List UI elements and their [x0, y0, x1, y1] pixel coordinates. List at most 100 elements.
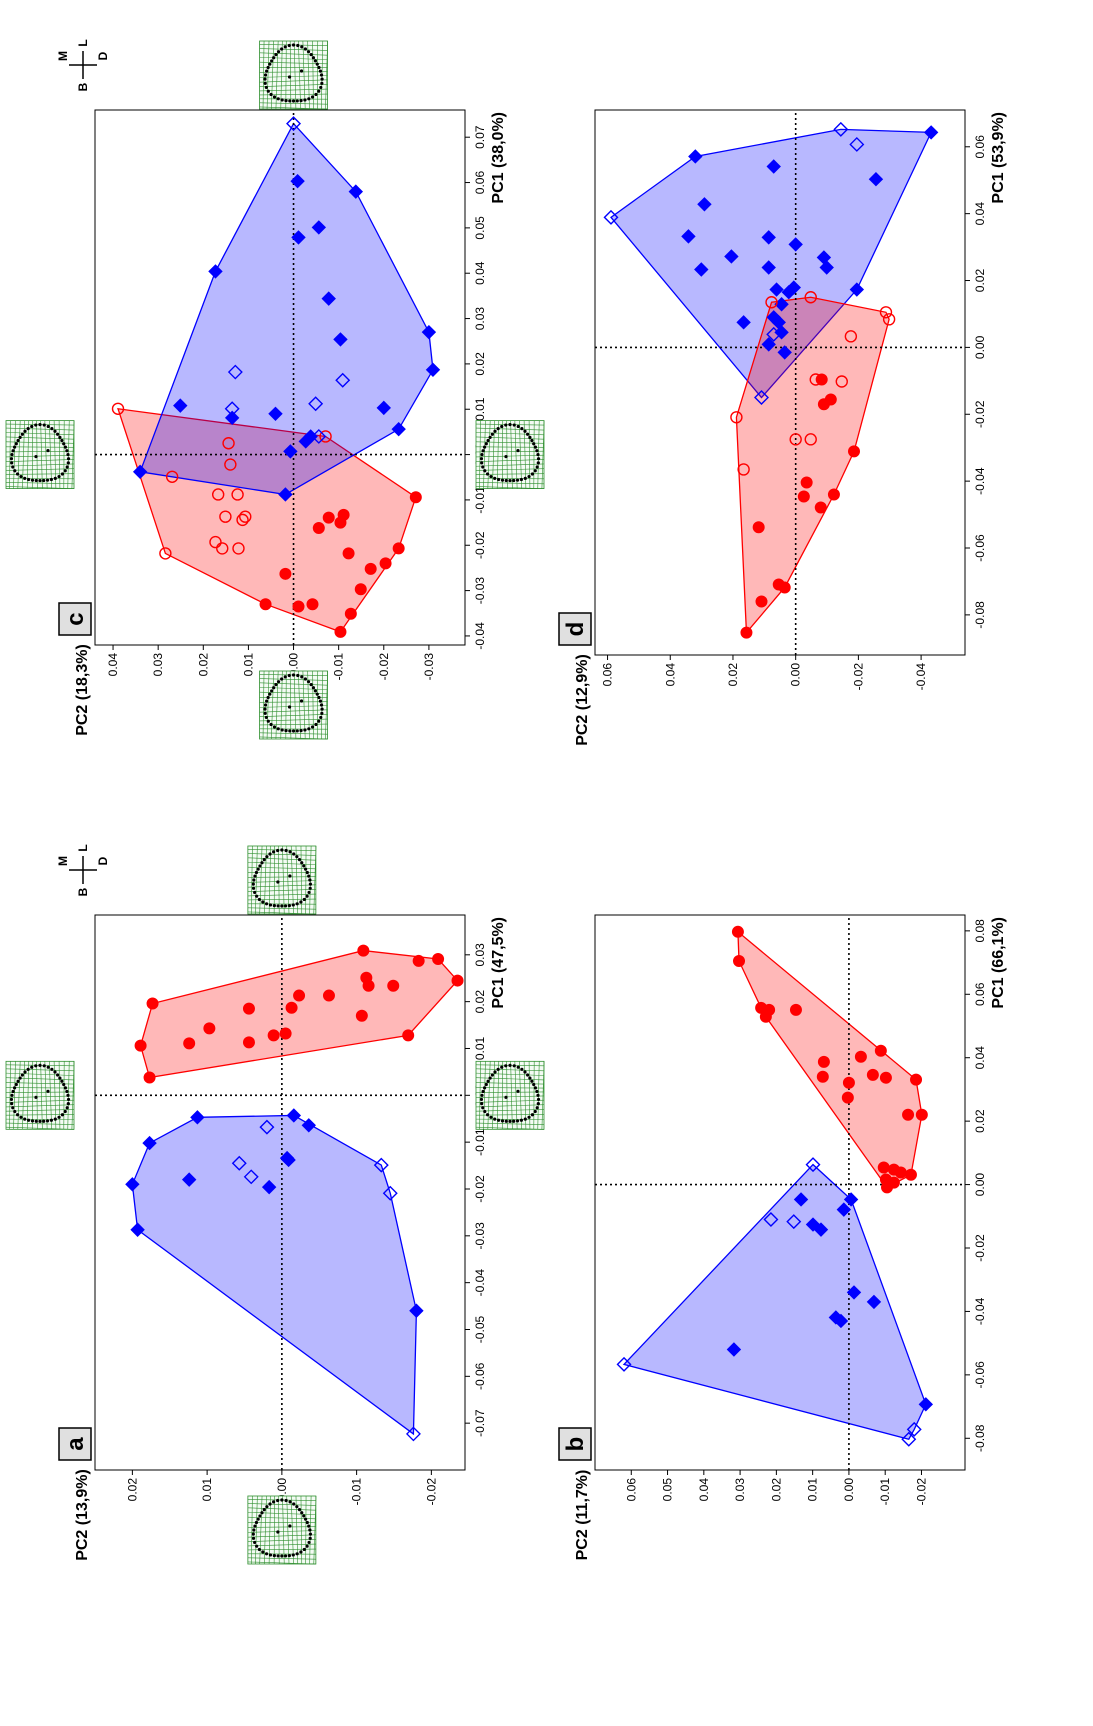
grid-line-h	[259, 106, 328, 110]
grid-line-h	[247, 876, 316, 878]
landmark	[268, 1553, 273, 1557]
x-tick-label: 0.02	[473, 990, 487, 1014]
grid-line-h	[259, 75, 328, 78]
landmark	[488, 1076, 492, 1080]
grid-line-v	[26, 1061, 30, 1130]
landmark	[535, 1106, 539, 1110]
landmark	[283, 1554, 288, 1558]
grid-line-h	[247, 880, 316, 883]
landmark	[253, 890, 257, 895]
point	[279, 1027, 292, 1040]
landmark	[280, 728, 284, 732]
landmark	[9, 457, 14, 461]
point	[877, 1161, 890, 1174]
landmark	[20, 432, 24, 436]
grid-line-v	[36, 1061, 38, 1130]
grid-line-v	[44, 420, 48, 489]
landmark	[63, 1109, 67, 1114]
landmark	[57, 474, 61, 479]
landmark	[10, 461, 14, 465]
landmark	[306, 680, 311, 684]
point	[451, 974, 464, 987]
grid-line-h	[259, 709, 328, 713]
y-tick-label: 0.03	[733, 1478, 747, 1502]
point	[216, 542, 229, 555]
landmark	[490, 1073, 494, 1077]
point	[737, 463, 750, 476]
plot-area	[594, 109, 966, 656]
grid-line-v	[13, 1061, 16, 1130]
grid-line-h	[247, 1507, 316, 1511]
landmark	[536, 461, 540, 465]
landmark	[46, 448, 50, 453]
y-tick-label: -0.02	[377, 653, 391, 681]
landmark	[314, 722, 318, 727]
grid-line-h	[247, 1512, 316, 1515]
grid-line-h	[247, 1526, 316, 1528]
grid-line-v	[49, 1061, 52, 1130]
grid-line-h	[5, 450, 75, 453]
landmark	[320, 81, 324, 85]
grid-line-h	[5, 427, 75, 431]
landmark	[12, 445, 17, 449]
grid-line-v	[262, 40, 265, 110]
grid-line-h	[259, 736, 328, 740]
landmark	[257, 1547, 262, 1552]
convex-hull	[139, 949, 459, 1079]
landmark	[34, 454, 38, 459]
x-tick-label: 0.07	[473, 125, 487, 149]
landmark	[26, 1067, 30, 1071]
landmark	[300, 675, 304, 679]
landmark	[66, 1102, 70, 1106]
grid-line-v	[519, 420, 522, 489]
landmark	[302, 1514, 306, 1518]
landmark	[536, 1102, 540, 1106]
landmark	[265, 69, 269, 73]
landmark	[528, 1076, 532, 1080]
landmark	[519, 1118, 523, 1122]
y-tick-label: 0.04	[106, 653, 120, 677]
landmark	[12, 1086, 17, 1090]
point	[402, 1029, 415, 1042]
landmark	[276, 1498, 280, 1503]
landmark	[19, 1115, 23, 1119]
landmark	[314, 92, 318, 97]
point	[759, 1010, 772, 1023]
landmark	[318, 69, 323, 73]
grid-line-v	[262, 670, 265, 740]
point	[311, 220, 327, 235]
grid-line-v	[496, 1061, 500, 1130]
point	[208, 264, 223, 279]
landmark	[300, 45, 304, 49]
deformation-grid	[5, 1060, 75, 1130]
point	[774, 297, 789, 312]
landmark	[287, 43, 291, 48]
landmark	[481, 465, 485, 469]
panel-label-box	[58, 1427, 92, 1461]
landmark	[268, 692, 272, 696]
grid-frame	[259, 670, 328, 740]
y-tick-label: 0.00	[275, 1478, 289, 1502]
y-tick-label: 0.01	[806, 1478, 820, 1502]
grid-line-v	[282, 1495, 285, 1565]
x-tick-label: 0.00	[973, 1173, 987, 1197]
landmark	[38, 422, 42, 427]
landmark	[533, 1086, 538, 1090]
point	[134, 1039, 147, 1052]
landmark	[288, 874, 292, 878]
landmark	[519, 477, 523, 482]
landmark	[318, 699, 323, 703]
landmark	[252, 878, 256, 882]
point	[268, 406, 283, 421]
landmark	[38, 478, 42, 483]
landmark	[319, 85, 323, 90]
landmark	[276, 680, 281, 684]
landmark	[483, 1109, 487, 1114]
grid-line-h	[5, 1104, 75, 1108]
landmark	[493, 476, 497, 480]
grid-line-v	[302, 670, 306, 740]
point	[833, 1313, 849, 1329]
grid-line-v	[280, 40, 283, 110]
y-tick-label: 0.02	[196, 653, 210, 677]
deformation-grid	[259, 670, 328, 740]
